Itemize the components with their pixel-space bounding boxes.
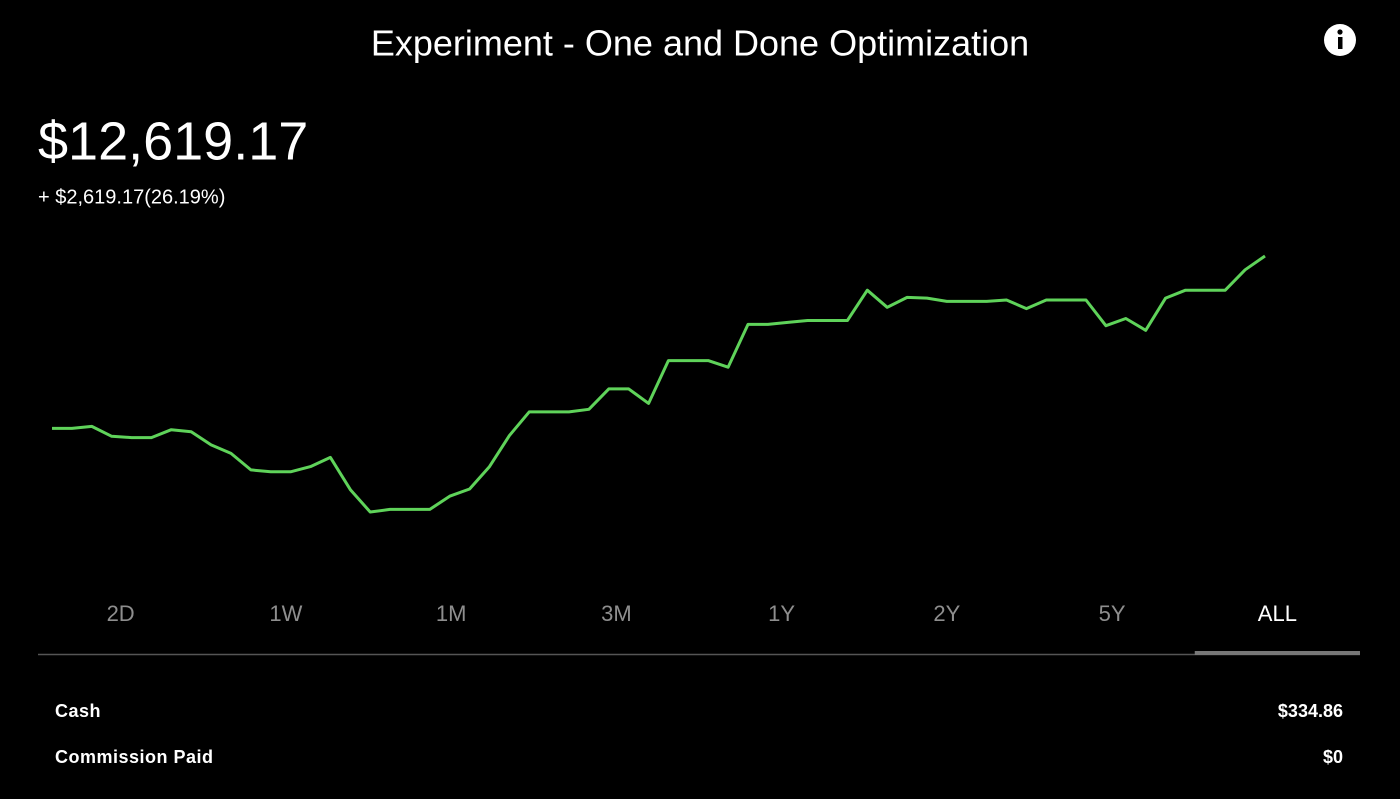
range-tab[interactable]: 1M [436,601,467,626]
range-tab[interactable]: 5Y [1099,601,1126,626]
range-tab[interactable]: 1Y [768,601,795,626]
range-tab[interactable]: 3M [601,601,632,626]
info-dot [1337,29,1343,35]
info-stem [1338,37,1343,49]
price-line [52,254,1266,514]
stat-label: Commission Paid [55,747,214,767]
range-tab[interactable]: 2Y [933,601,960,626]
range-tab[interactable]: 2D [107,601,135,626]
info-button[interactable] [1324,24,1356,56]
stat-value: $334.86 [1278,701,1343,721]
selected-tab-underline [1194,651,1360,655]
balance: $12,619.17 [38,111,308,171]
stat-value: $0 [1323,747,1343,767]
range-tab[interactable]: 1W [269,601,302,626]
change: + $2,619.17(26.19%) [38,186,225,208]
stat-label: Cash [55,701,101,721]
title: Experiment - One and Done Optimization [371,23,1029,64]
range-tab[interactable]: ALL [1258,601,1297,626]
